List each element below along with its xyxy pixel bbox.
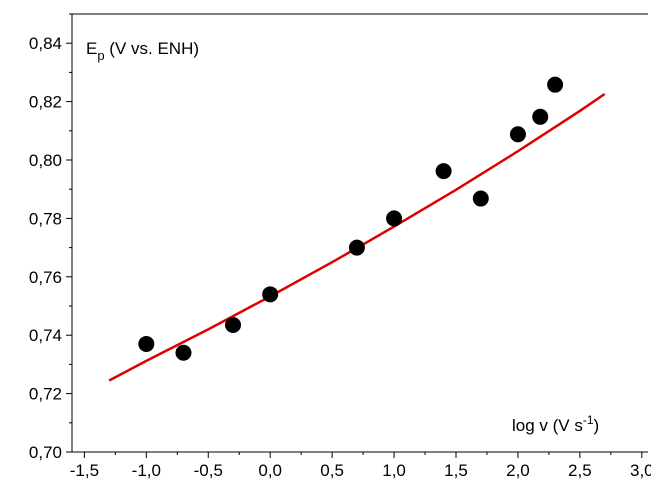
y-tick-label: 0,70 [29, 443, 62, 462]
y-tick-label: 0,76 [29, 268, 62, 287]
x-tick-label: -1,0 [132, 461, 161, 480]
y-tick-label: 0,84 [29, 34, 62, 53]
x-tick-label: -1,5 [70, 461, 99, 480]
data-point [348, 239, 365, 256]
plot-frame [71, 13, 648, 453]
plot-series [108, 76, 606, 382]
y-tick-label: 0,78 [29, 209, 62, 228]
x-axis: -1,5 -1,0 -0,5 0,0 0,5 1,0 1,5 2,0 2,5 3,0 [70, 452, 651, 480]
data-point [262, 286, 279, 303]
data-point [435, 163, 452, 180]
x-tick-label: -0,5 [194, 461, 223, 480]
data-point [547, 76, 564, 93]
data-point [509, 126, 526, 143]
x-tick-label: 1,5 [444, 461, 468, 480]
data-point [386, 210, 403, 227]
y-tick-label: 0,72 [29, 385, 62, 404]
data-point [225, 316, 242, 333]
x-tick-label: 3,0 [630, 461, 651, 480]
data-point [472, 190, 489, 207]
x-tick-label: 1,0 [382, 461, 406, 480]
x-tick-label: 0,5 [320, 461, 344, 480]
y-tick-label: 0,80 [29, 151, 62, 170]
x-axis-title: log v (V s-1) [512, 413, 599, 435]
x-tick-label: 2,0 [506, 461, 530, 480]
y-tick-label: 0,82 [29, 93, 62, 112]
x-tick-label: 0,0 [258, 461, 282, 480]
x-tick-label: 2,5 [568, 461, 592, 480]
y-axis: 0,70 0,72 0,74 0,76 0,78 0,80 0,82 0,84 [29, 13, 72, 462]
data-point [532, 108, 549, 125]
y-tick-label: 0,74 [29, 326, 62, 345]
data-point [175, 344, 192, 361]
data-point [138, 335, 155, 352]
y-axis-title: Ep (V vs. ENH) [86, 39, 199, 63]
fit-curve-line [108, 92, 606, 382]
